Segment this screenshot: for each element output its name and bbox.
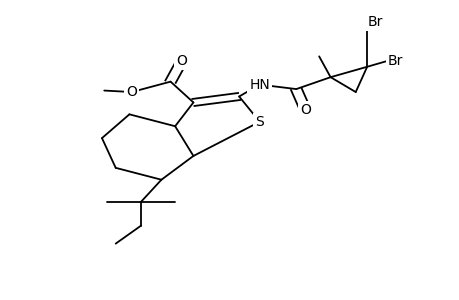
Text: O: O bbox=[126, 85, 137, 99]
Text: S: S bbox=[255, 115, 263, 129]
Text: O: O bbox=[299, 103, 310, 117]
Text: Br: Br bbox=[387, 54, 402, 68]
Text: Br: Br bbox=[366, 15, 382, 29]
Text: HN: HN bbox=[249, 78, 269, 92]
Text: O: O bbox=[176, 54, 187, 68]
